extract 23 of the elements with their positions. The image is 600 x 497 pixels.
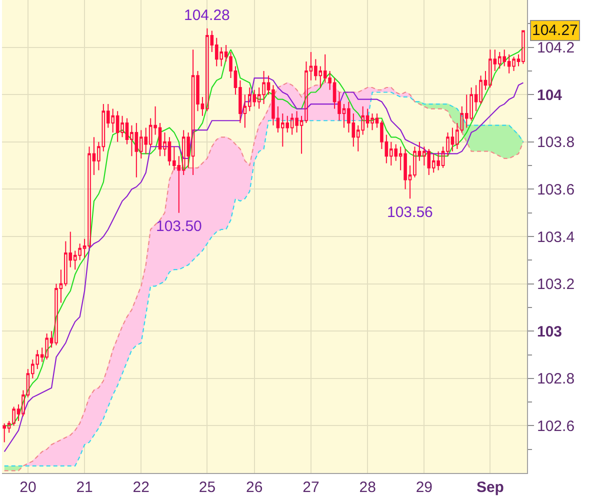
y-tick-label: 104	[537, 86, 563, 104]
y-tick-label: 103.8	[537, 134, 575, 152]
x-tick-label: 20	[20, 479, 36, 496]
y-tick-label: 102.8	[537, 370, 575, 388]
x-tick-label: 26	[246, 479, 263, 496]
x-tick-label: 21	[76, 479, 93, 496]
x-tick-label: 25	[198, 479, 216, 496]
y-tick-label: 103.4	[537, 228, 575, 246]
candlestick	[2, 422, 6, 443]
annotation: 103.50	[156, 218, 202, 235]
x-tick-label: 28	[359, 479, 376, 496]
y-tick-label: 102.6	[537, 418, 575, 435]
y-tick-label: 103	[537, 323, 562, 340]
y-tick-label: 103.2	[537, 276, 575, 294]
annotation: 103.56	[387, 204, 433, 221]
x-tick-label: Sep	[476, 479, 504, 496]
x-tick-label: 29	[416, 479, 433, 496]
y-tick-label: 104.2	[537, 40, 575, 57]
y-tick-label: 103.6	[537, 181, 575, 198]
x-tick-label: 27	[302, 479, 320, 496]
x-tick-label: 22	[132, 479, 150, 496]
text: 104.27	[532, 22, 578, 39]
annotation: 104.28	[184, 7, 230, 24]
